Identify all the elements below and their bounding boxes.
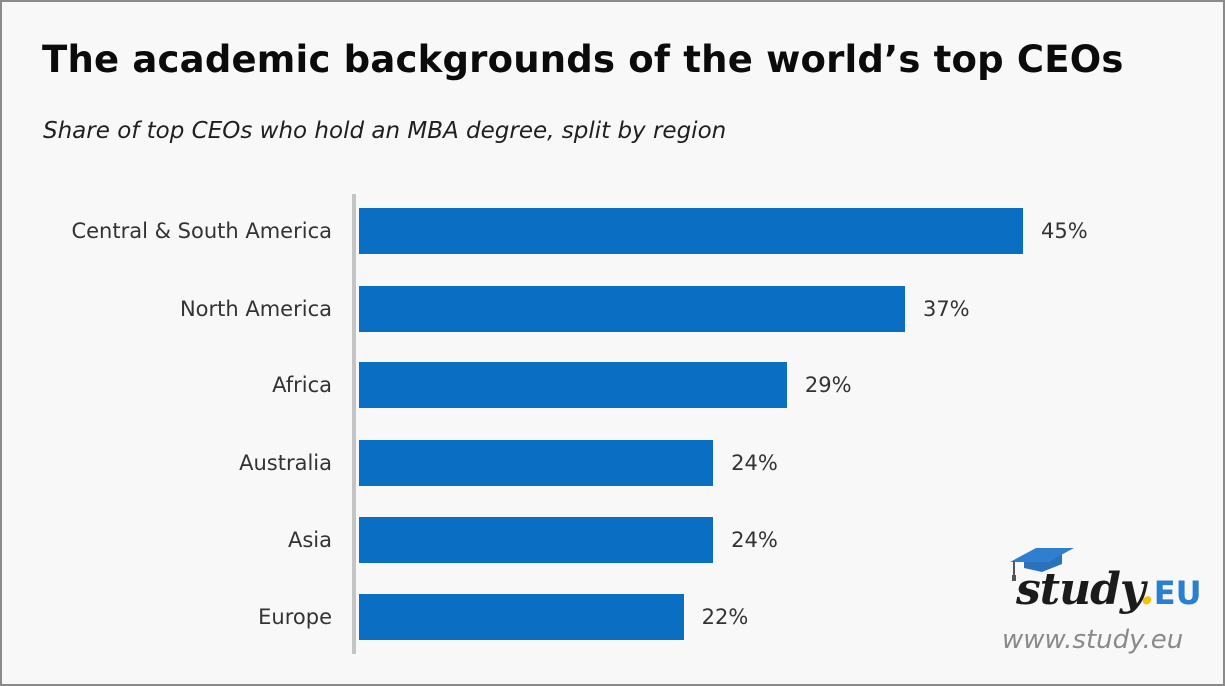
chart-subtitle: Share of top CEOs who hold an MBA degree… — [43, 118, 727, 144]
category-label: North America — [2, 286, 332, 332]
study-eu-logo: study.EU www.study.eu — [1002, 542, 1202, 672]
value-label: 37% — [922, 297, 970, 321]
logo-eu: EU — [1153, 574, 1202, 612]
value-label: 24% — [731, 528, 778, 552]
category-label-text: Australia — [239, 451, 332, 475]
category-label: Central & South America — [2, 208, 332, 254]
value-label: 29% — [804, 373, 852, 397]
category-label: Africa — [2, 362, 332, 408]
value-label: 45% — [1041, 219, 1088, 243]
bar — [359, 440, 714, 486]
category-label-text: Europe — [258, 605, 332, 629]
website-url: www.study.eu — [1002, 625, 1184, 655]
category-label-text: Africa — [272, 373, 332, 397]
bar — [359, 517, 714, 563]
category-label-text: Asia — [287, 528, 332, 552]
bar — [359, 594, 684, 640]
logo-dot: . — [1139, 564, 1154, 615]
chart-title: The academic backgrounds of the world’s … — [42, 38, 1124, 81]
graduation-cap-icon — [1010, 548, 1074, 581]
logo-wordmark: study.EU — [1016, 564, 1202, 615]
bar — [359, 286, 905, 332]
category-label: Europe — [2, 594, 332, 640]
bar — [359, 362, 787, 408]
category-label: Australia — [2, 440, 332, 486]
bar — [359, 208, 1023, 254]
value-label: 24% — [731, 451, 778, 475]
category-label: Asia — [2, 517, 332, 563]
category-label-text: North America — [179, 297, 332, 321]
logo-word: study — [1016, 564, 1140, 615]
value-label: 22% — [701, 605, 749, 629]
category-label-text: Central & South America — [71, 219, 332, 243]
y-axis-line — [352, 194, 356, 654]
